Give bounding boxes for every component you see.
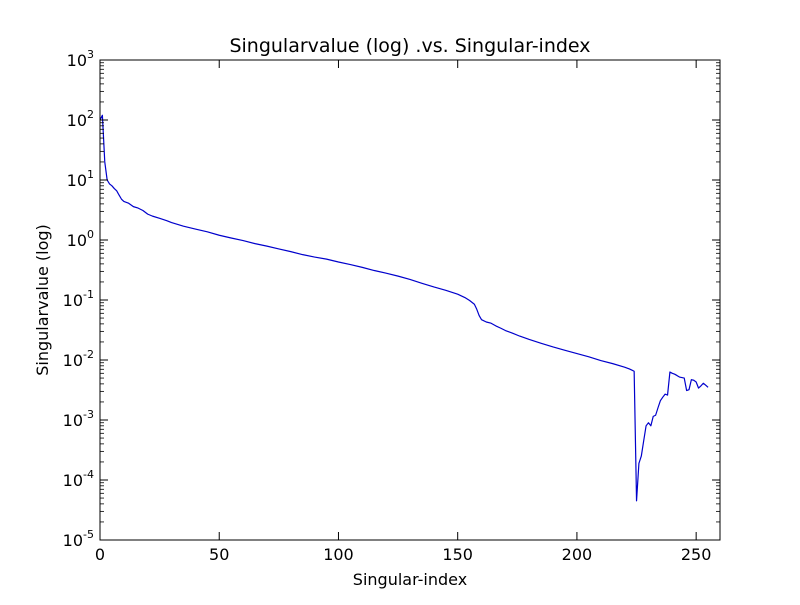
y-tick-label: 101 (67, 168, 94, 190)
x-tick-label: 250 (681, 545, 712, 564)
x-tick-label: 150 (442, 545, 473, 564)
y-tick-label: 10-5 (63, 528, 94, 550)
chart-title: Singularvalue (log) .vs. Singular-index (229, 35, 590, 57)
y-tick-label: 10-2 (63, 348, 94, 370)
x-tick-label: 100 (323, 545, 354, 564)
ticks-layer: 0 50 100 150 200 250 10-5 10-4 10-3 10-2 10-1 100 10… (63, 48, 720, 564)
y-tick-label: 100 (67, 228, 94, 250)
x-tick-label: 0 (95, 545, 105, 564)
y-tick-label: 10-3 (63, 408, 94, 430)
x-axis-label: Singular-index (353, 570, 467, 589)
y-tick-label: 10-4 (63, 468, 94, 490)
y-tick-label: 102 (67, 108, 94, 130)
y-tick-label: 103 (67, 48, 94, 70)
y-tick-label: 10-1 (63, 288, 94, 310)
plot-area (99, 114, 709, 502)
y-axis-label: Singularvalue (log) (33, 224, 52, 376)
x-tick-label: 50 (209, 545, 229, 564)
x-tick-label: 200 (562, 545, 593, 564)
series-line-0 (99, 114, 709, 502)
